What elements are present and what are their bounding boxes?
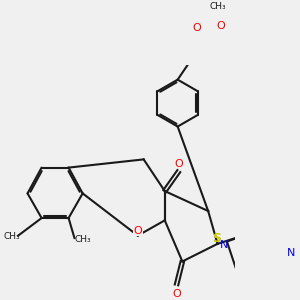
Text: O: O <box>132 226 141 236</box>
Text: CH₃: CH₃ <box>4 232 20 242</box>
Text: CH₃: CH₃ <box>209 2 226 11</box>
Text: O: O <box>134 226 142 236</box>
Text: O: O <box>193 23 202 33</box>
Text: O: O <box>217 21 225 31</box>
Text: O: O <box>175 159 183 169</box>
Text: N: N <box>287 248 296 258</box>
Text: N: N <box>220 240 228 250</box>
Text: CH₃: CH₃ <box>75 235 92 244</box>
Text: S: S <box>212 232 221 245</box>
Text: O: O <box>172 289 181 299</box>
